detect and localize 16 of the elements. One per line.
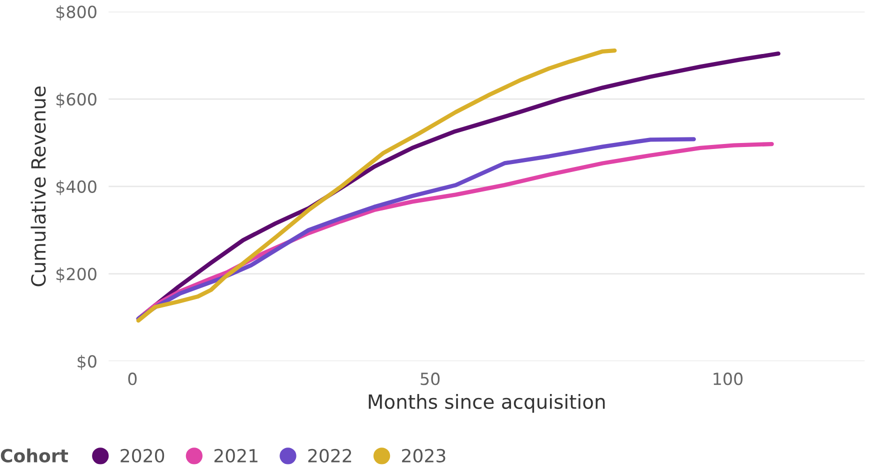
y-axis-title: Cumulative Revenue bbox=[30, 86, 46, 286]
legend-label: 2022 bbox=[308, 448, 352, 462]
y-tick-label: $400 bbox=[56, 180, 96, 196]
line-series bbox=[136, 48, 617, 323]
x-tick-label: 0 bbox=[128, 372, 137, 386]
x-tick-label: 100 bbox=[714, 372, 743, 386]
x-tick-label: 50 bbox=[420, 372, 440, 386]
y-tick-label: $200 bbox=[56, 267, 96, 283]
y-tick-label: $800 bbox=[56, 5, 96, 20]
legend-label: 2023 bbox=[402, 448, 446, 462]
x-axis-title: Months since acquisition bbox=[368, 394, 605, 413]
y-tick-label: $600 bbox=[56, 92, 96, 108]
legend-label: 2020 bbox=[120, 448, 164, 462]
legend-title: Cohort bbox=[0, 448, 68, 462]
y-tick-label: $0 bbox=[78, 354, 96, 370]
legend-label: 2021 bbox=[214, 448, 258, 462]
